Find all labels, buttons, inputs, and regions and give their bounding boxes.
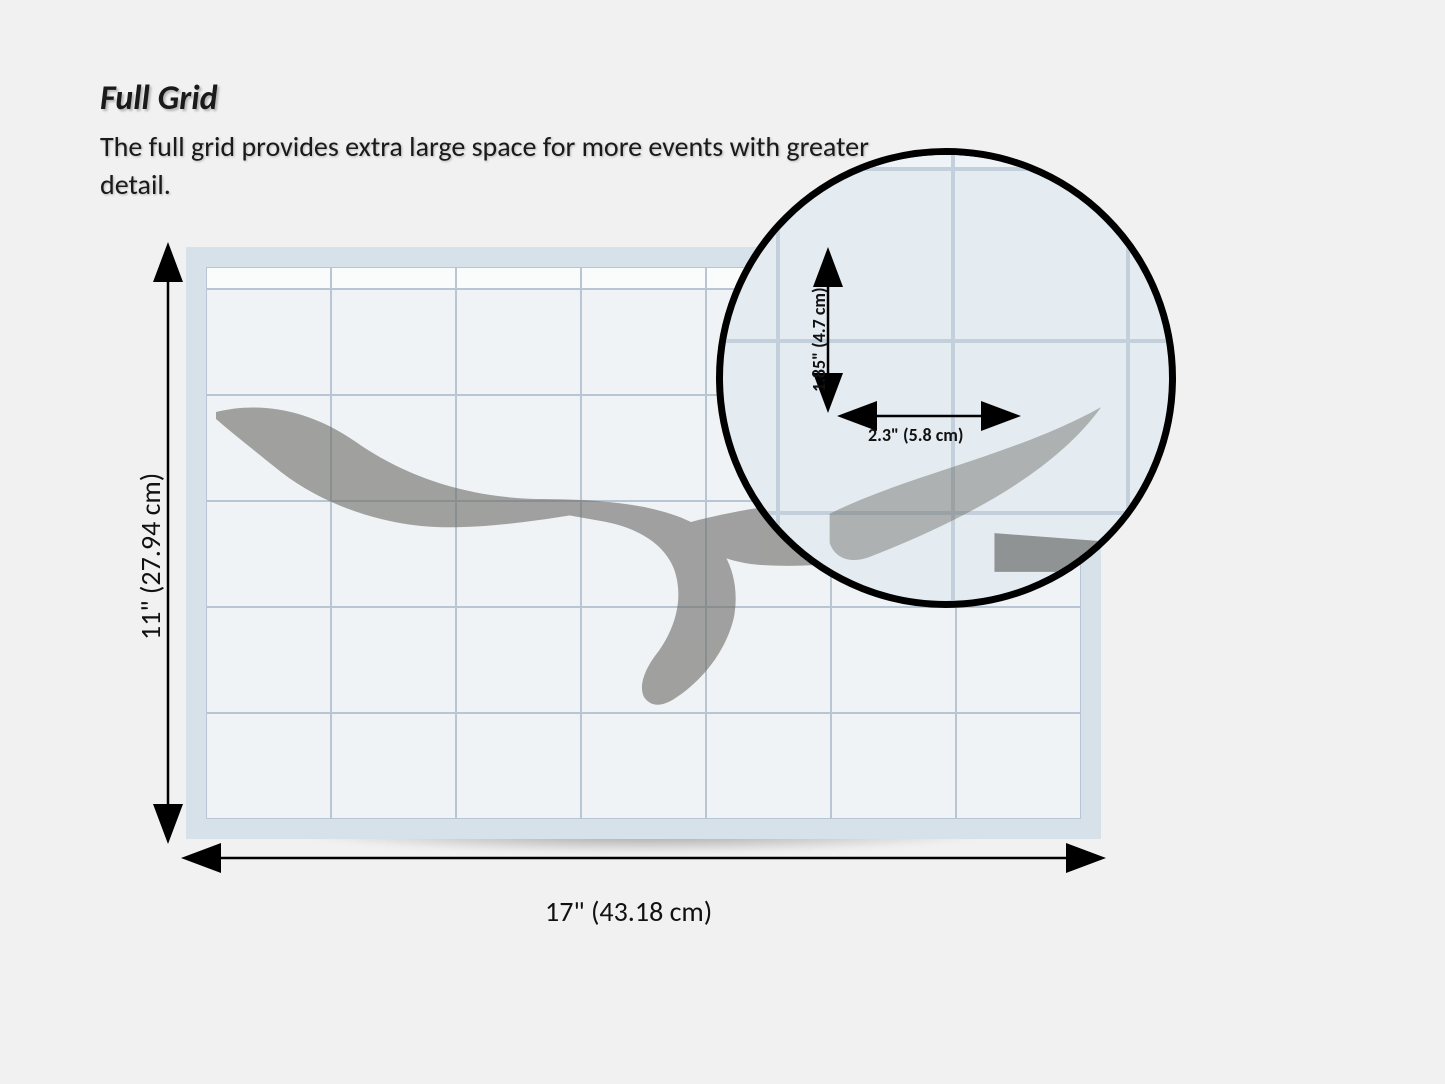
calendar-cell — [331, 713, 456, 819]
calendar-header-cell — [581, 267, 706, 289]
calendar-cell — [581, 289, 706, 395]
calendar-cell — [956, 713, 1081, 819]
calendar-cell — [456, 501, 581, 607]
calendar-cell — [706, 713, 831, 819]
magnifier-cell — [716, 169, 778, 341]
magnifier-cell — [778, 169, 953, 341]
magnifier-cell — [1128, 169, 1176, 341]
magnifier-cell — [1128, 513, 1176, 608]
calendar-cell — [456, 289, 581, 395]
calendar-header-cell — [456, 267, 581, 289]
calendar-cell — [581, 501, 706, 607]
height-label: 11" (27.94 cm) — [133, 473, 168, 640]
magnifier-header-cell — [1128, 148, 1176, 169]
calendar-cell — [956, 607, 1081, 713]
calendar-cell — [331, 501, 456, 607]
title: Full Grid — [100, 78, 218, 119]
calendar-cell — [206, 607, 331, 713]
magnifier-cell — [778, 513, 953, 608]
calendar-cell — [456, 395, 581, 501]
magnifier-header-cell — [953, 148, 1128, 169]
calendar-cell — [456, 607, 581, 713]
magnifier-cell — [953, 341, 1128, 513]
calendar-cell — [456, 713, 581, 819]
calendar-cell — [581, 395, 706, 501]
magnifier-cell — [953, 169, 1128, 341]
magnifier-grid — [716, 148, 1176, 608]
calendar-cell — [706, 607, 831, 713]
calendar-cell — [331, 395, 456, 501]
magnifier — [716, 148, 1176, 608]
calendar-cell — [331, 607, 456, 713]
calendar-header-cell — [206, 267, 331, 289]
magnifier-grid-body — [716, 169, 1176, 608]
cell-width-label: 2.3" (5.8 cm) — [868, 424, 964, 446]
magnifier-cell — [953, 513, 1128, 608]
calendar-cell — [206, 395, 331, 501]
calendar-header-cell — [331, 267, 456, 289]
calendar-cell — [831, 607, 956, 713]
calendar-cell — [206, 713, 331, 819]
calendar-cell — [331, 289, 456, 395]
calendar-cell — [206, 289, 331, 395]
calendar-cell — [581, 713, 706, 819]
magnifier-cell — [716, 341, 778, 513]
width-label: 17" (43.18 cm) — [545, 894, 712, 929]
cell-height-label: 1.85" (4.7 cm) — [808, 287, 830, 392]
magnifier-cell — [716, 513, 778, 608]
magnifier-cell — [1128, 341, 1176, 513]
calendar-cell — [581, 607, 706, 713]
calendar-cell — [206, 501, 331, 607]
calendar-cell — [831, 713, 956, 819]
